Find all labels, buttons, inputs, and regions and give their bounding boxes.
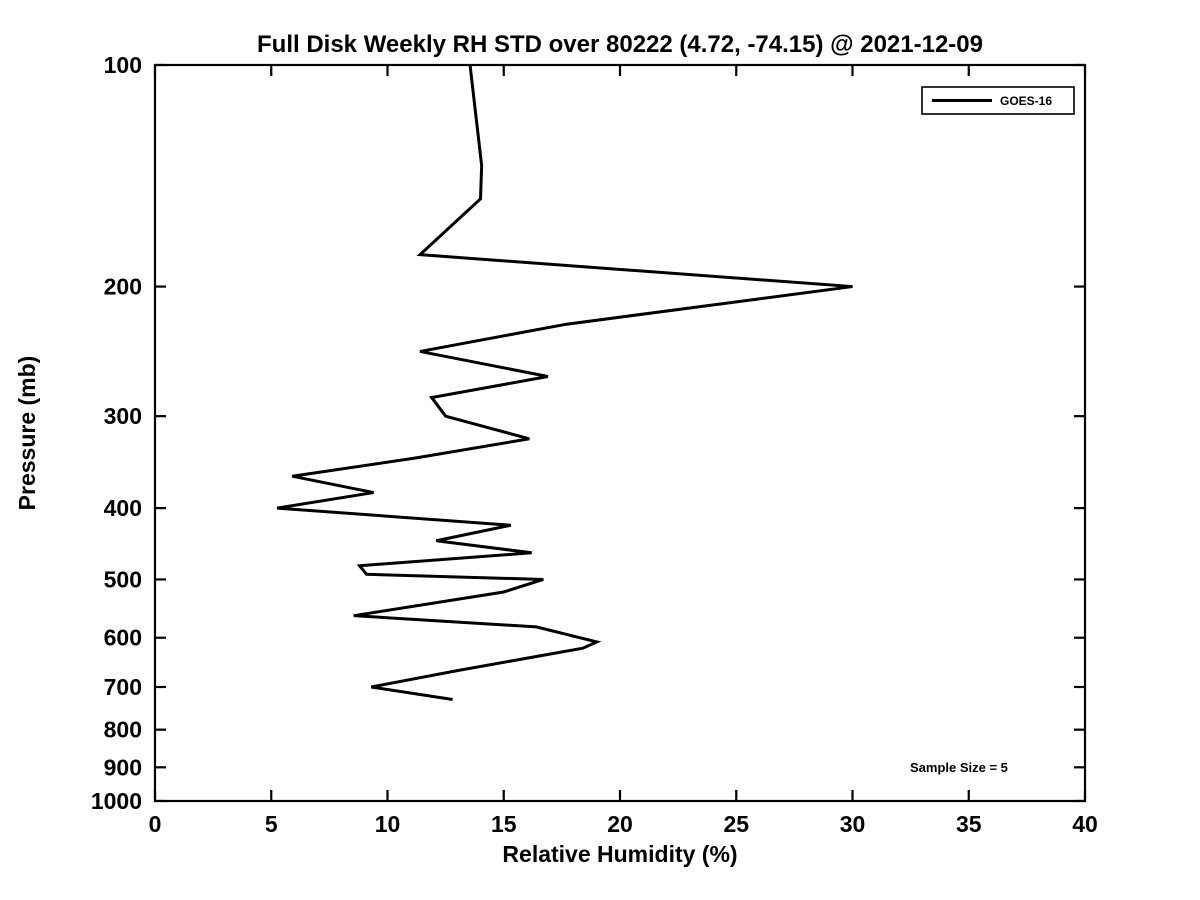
data-series-group [276, 64, 853, 702]
x-tick-label: 5 [265, 811, 278, 837]
y-tick-label: 500 [104, 566, 142, 592]
x-tick-label: 35 [956, 811, 982, 837]
y-tick-label: 300 [104, 403, 142, 429]
y-tick-label: 600 [104, 625, 142, 651]
x-tick-label: 25 [723, 811, 749, 837]
chart-title: Full Disk Weekly RH STD over 80222 (4.72… [257, 31, 983, 58]
y-tick-label: 100 [104, 52, 142, 78]
legend-entry-label: GOES-16 [1000, 94, 1052, 108]
y-tick-label: 700 [104, 674, 142, 700]
x-tick-label: 40 [1072, 811, 1098, 837]
y-tick-label: 900 [104, 754, 142, 780]
series-line-goes-16 [276, 64, 853, 702]
x-axis-label: Relative Humidity (%) [502, 841, 737, 867]
sample-size-annotation: Sample Size = 5 [910, 760, 1008, 775]
y-axis-label: Pressure (mb) [14, 356, 40, 511]
x-tick-label: 0 [149, 811, 162, 837]
y-axis-ticks: 100 200 300 400 500 600 700 800 900 1000 [91, 52, 1085, 814]
x-tick-label: 10 [375, 811, 401, 837]
x-tick-label: 15 [491, 811, 517, 837]
y-tick-label: 400 [104, 495, 142, 521]
chart-legend[interactable]: GOES-16 [921, 86, 1075, 115]
plot-axes-frame [153, 63, 1087, 803]
y-tick-label: 800 [104, 717, 142, 743]
x-axis-ticks: 0 5 10 15 20 25 30 35 40 [149, 65, 1098, 837]
x-tick-label: 30 [840, 811, 866, 837]
x-tick-label: 20 [607, 811, 633, 837]
y-tick-label: 1000 [91, 788, 142, 814]
y-tick-label: 200 [104, 274, 142, 300]
